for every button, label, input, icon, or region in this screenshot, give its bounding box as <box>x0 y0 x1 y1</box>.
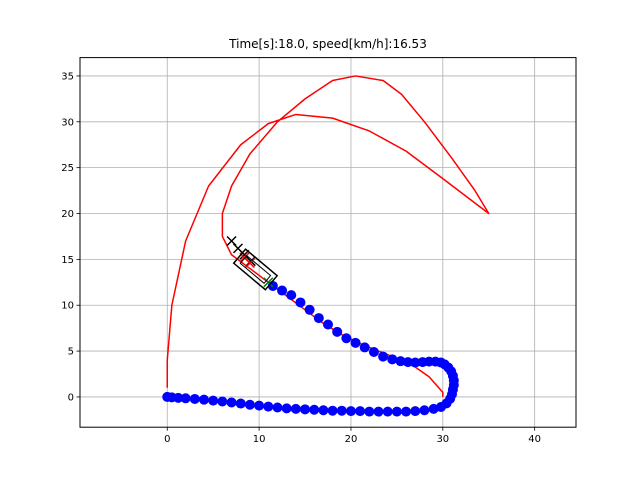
trajectory-point <box>272 402 283 413</box>
trajectory-point <box>419 405 430 416</box>
trajectory-point <box>336 405 347 416</box>
trajectory-point <box>345 406 356 417</box>
trajectory-point <box>355 406 366 417</box>
x-tick-label: 30 <box>436 434 449 445</box>
trajectory-point <box>254 400 265 411</box>
marker-cross-b <box>239 252 250 263</box>
y-tick-label: 30 <box>61 117 74 128</box>
trajectory-point <box>309 404 320 415</box>
trajectory-point <box>359 342 370 353</box>
trajectory-point <box>290 403 301 414</box>
trajectory-point <box>350 337 361 348</box>
chart-title: Time[s]:18.0, speed[km/h]:16.53 <box>228 37 427 51</box>
trajectory-point <box>378 351 389 362</box>
x-tick-label: 0 <box>164 434 170 445</box>
y-tick-label: 35 <box>61 71 74 82</box>
trajectory-point <box>180 393 191 404</box>
trajectory-point <box>295 297 306 308</box>
trajectory-point <box>189 393 200 404</box>
trajectory-point <box>313 313 324 324</box>
x-tick-label: 20 <box>345 434 358 445</box>
trajectory-point <box>286 290 297 301</box>
plot-data <box>162 75 490 417</box>
trajectory-point <box>410 406 421 417</box>
trajectory-point <box>364 406 375 417</box>
trajectory-point <box>318 405 329 416</box>
trajectory-point <box>387 354 398 365</box>
trajectory-point <box>382 406 393 417</box>
trajectory-point <box>327 405 338 416</box>
trajectory-point <box>300 404 311 415</box>
trajectory-point <box>199 394 209 405</box>
trajectory-point <box>208 395 219 406</box>
vehicle-body <box>232 248 279 291</box>
trajectory-point <box>173 392 184 403</box>
plot-frame <box>79 57 577 428</box>
y-tick-label: 5 <box>68 347 74 358</box>
trajectory-point <box>402 357 413 368</box>
trajectory-point <box>323 319 333 330</box>
trajectory-point <box>395 356 406 367</box>
trajectory-point <box>410 357 421 368</box>
trajectory-point <box>332 326 343 337</box>
marker-cross-b <box>226 235 237 247</box>
x-tick-label: 10 <box>253 434 266 445</box>
marker-cross-b <box>244 258 255 269</box>
vehicle-wheels <box>239 254 272 284</box>
trajectory-point <box>217 396 228 407</box>
trajectory-point <box>244 399 255 410</box>
grid <box>80 57 576 428</box>
trajectory-point <box>263 401 274 412</box>
trajectory-point <box>391 406 402 417</box>
x-tick-label: 40 <box>528 434 541 445</box>
trajectory-point <box>235 398 246 409</box>
trajectory-point <box>281 403 292 414</box>
marker-cross <box>244 258 255 269</box>
trajectory-point <box>401 406 412 417</box>
marker-cross-b <box>232 243 244 254</box>
axis-ticks: 0 10 20 30 40 0 5 10 15 20 25 30 35 <box>61 71 541 445</box>
trajectory-point <box>304 304 315 315</box>
y-tick-label: 0 <box>68 392 74 403</box>
trajectory-point <box>368 346 379 357</box>
trajectory-point <box>417 357 428 368</box>
marker-cross <box>263 277 274 288</box>
trajectory-point <box>341 333 352 344</box>
y-tick-label: 15 <box>61 255 74 266</box>
y-tick-label: 25 <box>61 163 74 174</box>
marker-cross-b <box>239 249 250 260</box>
y-tick-label: 20 <box>61 209 74 220</box>
marker-cross-b <box>263 277 274 288</box>
trajectory-point <box>226 397 237 408</box>
y-tick-label: 10 <box>61 301 74 312</box>
trajectory-point <box>277 285 288 296</box>
trajectory-point <box>373 406 384 417</box>
